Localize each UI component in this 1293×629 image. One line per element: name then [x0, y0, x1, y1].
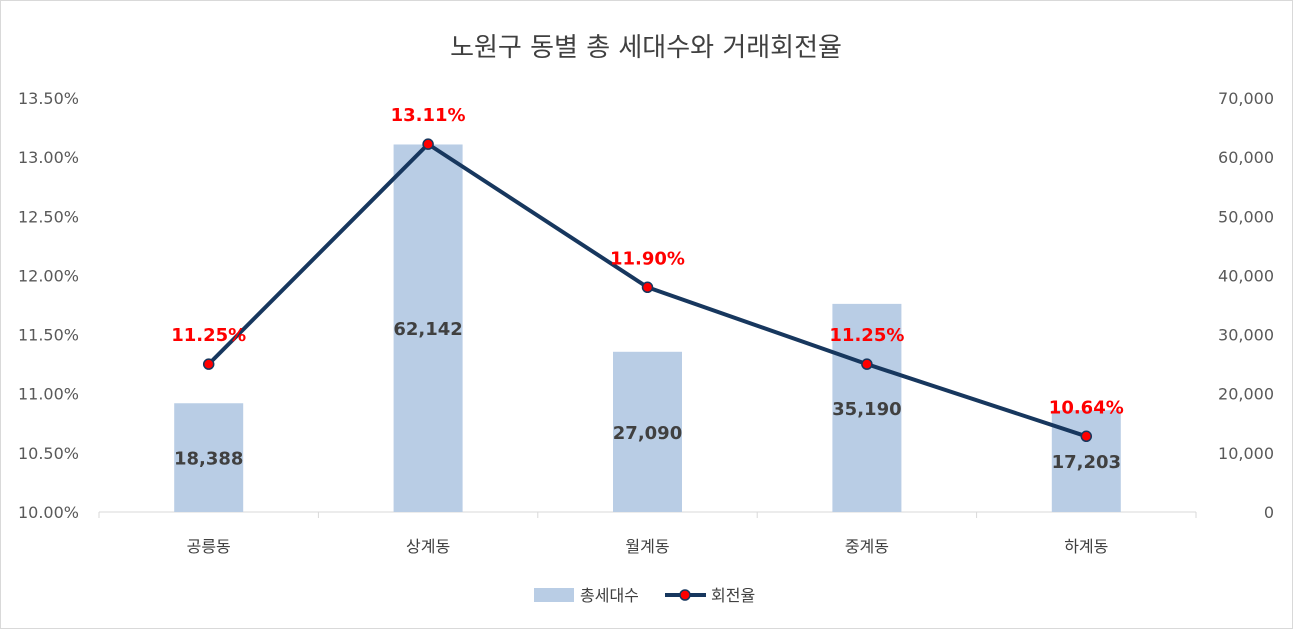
category-label: 하계동: [1064, 537, 1108, 556]
left-tick-label: 10.50%: [18, 444, 79, 463]
legend-swatch-households: [534, 588, 574, 602]
left-tick-label: 11.50%: [18, 326, 79, 345]
rate-marker: [422, 138, 434, 150]
right-tick-label: 20,000: [1218, 385, 1274, 404]
bar-series: [174, 144, 1121, 512]
chart-title: 노원구 동별 총 세대수와 거래회전율: [450, 33, 842, 63]
category-label: 공릉동: [187, 537, 231, 556]
rate-data-label: 10.64%: [1049, 397, 1124, 418]
right-tick-label: 10,000: [1218, 444, 1274, 463]
bar: [613, 351, 682, 512]
rate-marker: [202, 358, 215, 370]
bar: [832, 303, 902, 512]
bar-data-label: 35,190: [832, 399, 901, 420]
bar-data-label: 62,142: [393, 319, 462, 340]
category-labels: 공릉동 상계동 월계동 중계동 하계동: [187, 537, 1109, 556]
left-tick-label: 12.00%: [18, 266, 79, 285]
left-tick-label: 11.00%: [18, 385, 79, 404]
legend-swatch-rate-marker: [679, 589, 691, 601]
left-tick-label: 13.00%: [18, 148, 79, 167]
legend-label-households: 총세대수: [580, 586, 639, 605]
rate-data-label: 11.25%: [829, 325, 904, 346]
right-tick-label: 30,000: [1218, 326, 1274, 345]
rate-data-labels: 11.25% 13.11% 11.90% 11.25% 10.64%: [171, 105, 1124, 418]
rate-data-label: 11.90%: [610, 248, 685, 269]
right-tick-label: 50,000: [1218, 207, 1274, 226]
bar-data-label: 18,388: [174, 449, 243, 470]
bar: [174, 403, 244, 512]
bar-data-label: 17,203: [1052, 452, 1121, 473]
legend-label-rate: 회전율: [711, 586, 755, 605]
bar: [393, 144, 463, 512]
category-label: 월계동: [625, 537, 669, 556]
rate-data-label: 11.25%: [171, 325, 246, 346]
right-axis-ticks: 0 10,000 20,000 30,000 40,000 50,000 60,000 70,…: [1218, 89, 1274, 522]
legend: 총세대수 회전율: [534, 586, 755, 605]
left-tick-label: 13.50%: [18, 89, 79, 108]
rate-marker: [641, 281, 654, 294]
left-tick-label: 10.00%: [18, 503, 79, 522]
right-tick-label: 60,000: [1218, 148, 1274, 167]
x-axis-ticks: [98, 512, 1197, 518]
rate-series-markers: [202, 138, 1093, 443]
left-axis-ticks: 10.00% 10.50% 11.00% 11.50% 12.00% 12.50% 13.0…: [18, 89, 79, 522]
right-tick-label: 40,000: [1218, 266, 1274, 285]
right-tick-label: 70,000: [1218, 89, 1274, 108]
rate-data-label: 13.11%: [391, 105, 466, 126]
right-tick-label: 0: [1264, 503, 1274, 522]
bar-data-label: 27,090: [613, 423, 682, 444]
category-label: 중계동: [845, 537, 889, 556]
rate-marker: [861, 358, 873, 370]
left-tick-label: 12.50%: [18, 207, 79, 226]
rate-marker: [1080, 430, 1093, 443]
bar-data-labels: 18,388 62,142 27,090 35,190 17,203: [174, 319, 1121, 473]
category-label: 상계동: [406, 537, 450, 556]
